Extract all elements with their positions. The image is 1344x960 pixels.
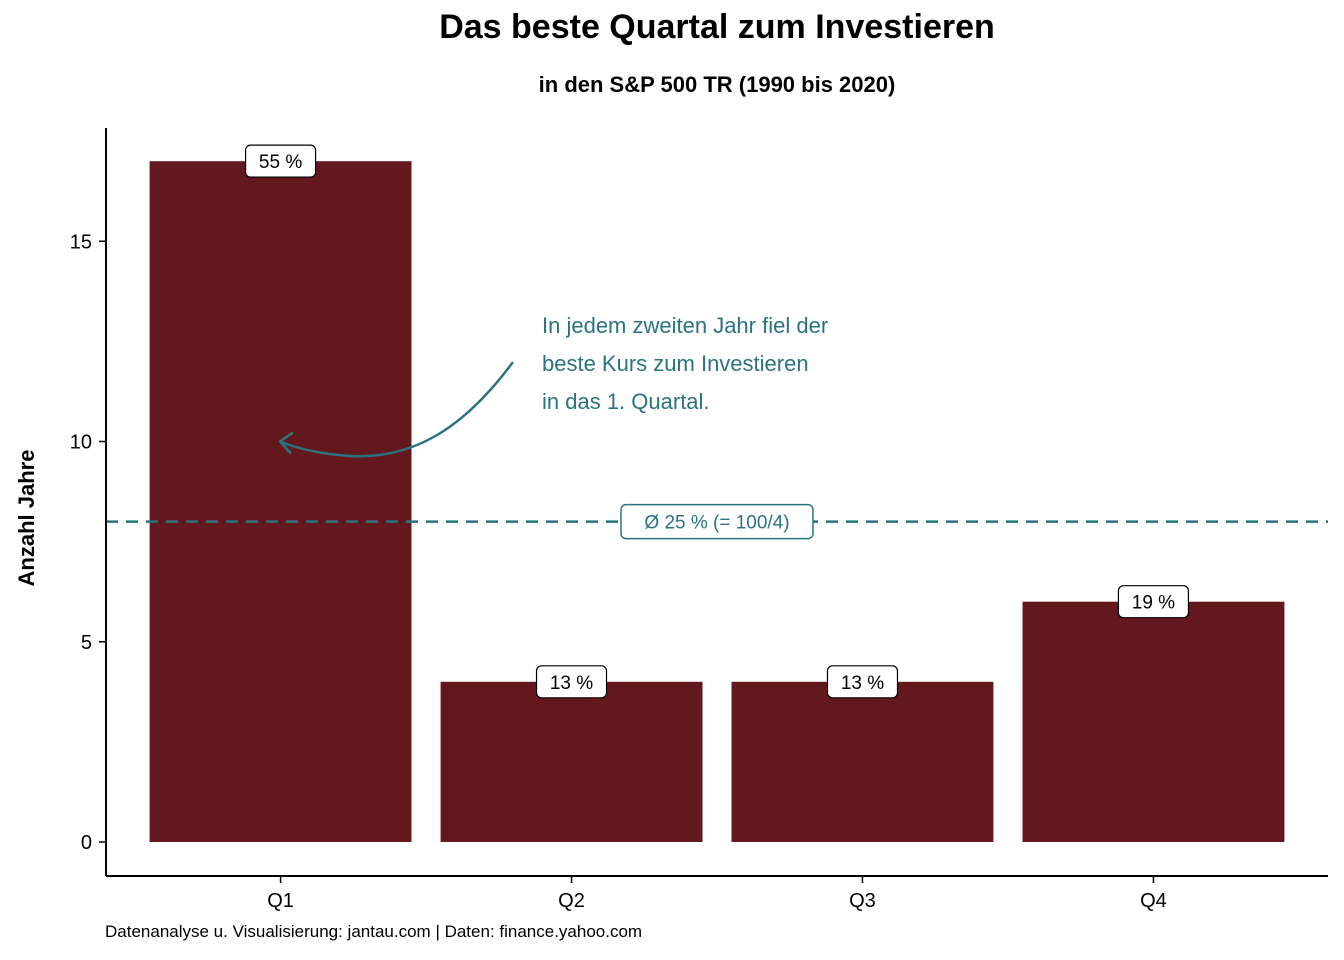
data-label: 55 % (259, 152, 302, 173)
annotation-arrowhead (278, 431, 294, 455)
annotation-text-line: In jedem zweiten Jahr fiel der (542, 313, 828, 338)
data-label: 13 % (550, 673, 593, 694)
data-label: 13 % (841, 673, 884, 694)
y-tick-label: 5 (81, 632, 92, 654)
annotation-text-line: beste Kurs zum Investieren (542, 351, 809, 376)
axes-layer: 0 5 10 15 Q1 Q2 Q3 Q4 Anzahl Jahre (14, 128, 1328, 912)
annotation-layer: In jedem zweiten Jahr fiel der beste Kurs… (278, 313, 828, 458)
chart-title: Das beste Quartal zum Investieren (439, 8, 995, 46)
x-tick-label: Q1 (267, 890, 294, 912)
y-axis-title: Anzahl Jahre (14, 450, 39, 587)
data-labels-layer: 55 % 13 % 13 % 19 % (244, 144, 1190, 699)
annotation-arrow (279, 361, 515, 458)
bar-q2 (440, 681, 703, 842)
data-label-box (1117, 585, 1190, 619)
x-tick-label: Q3 (849, 890, 876, 912)
data-label-box (535, 665, 608, 699)
y-tick-label: 15 (70, 231, 92, 253)
bar-q1 (149, 161, 412, 842)
average-label: Ø 25 % (= 100/4) (644, 513, 789, 534)
annotation-text-line: in das 1. Quartal. (542, 389, 710, 414)
x-tick-label: Q4 (1140, 890, 1167, 912)
chart-subtitle: in den S&P 500 TR (1990 bis 2020) (538, 72, 896, 97)
caption: Datenanalyse u. Visualisierung: jantau.c… (105, 922, 643, 941)
bar-q4 (1022, 601, 1285, 842)
x-tick-label: Q2 (558, 890, 585, 912)
bars-layer (149, 161, 1285, 842)
reference-line-layer: Ø 25 % (= 100/4) (106, 503, 1328, 540)
bar-q3 (731, 681, 994, 842)
data-label-box (826, 665, 899, 699)
y-tick-label: 10 (70, 432, 92, 454)
y-tick-label: 0 (81, 832, 92, 854)
average-label-box (620, 503, 814, 540)
data-label-box (244, 144, 317, 178)
data-label: 19 % (1132, 593, 1175, 614)
